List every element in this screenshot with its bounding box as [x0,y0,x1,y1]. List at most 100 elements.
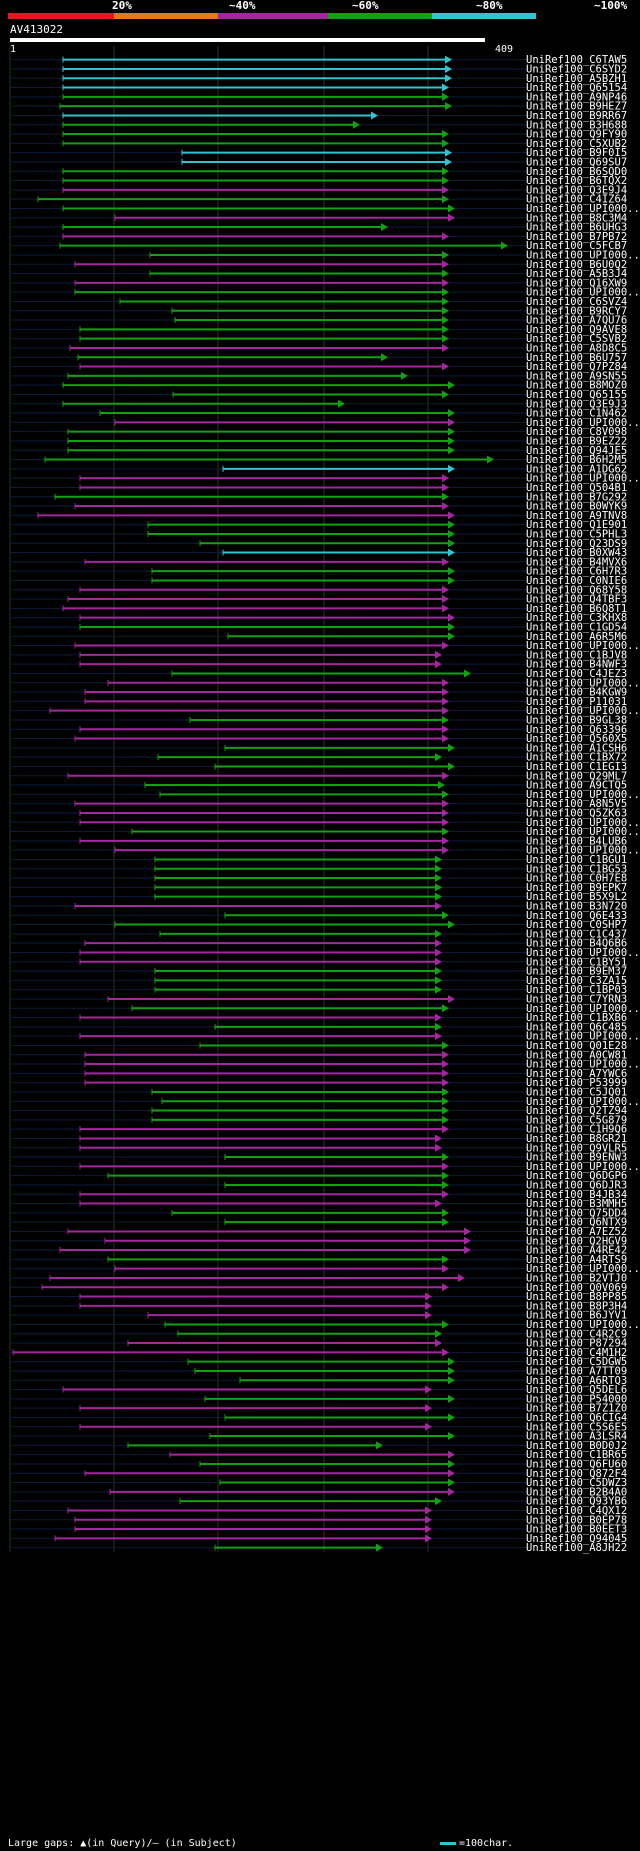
hit-row[interactable]: UniRef100_A5B3J4 [10,268,627,280]
hit-label[interactable]: UniRef100_C1H9Q6 [526,1124,627,1136]
hit-row[interactable]: UniRef100_Q6FU60 [10,1458,627,1470]
hit-row[interactable]: UniRef100_A9TNV8 [10,510,627,522]
hit-label[interactable]: UniRef100_UPI000.. [526,817,640,829]
hit-label[interactable]: UniRef100_A6R5M6 [526,631,627,643]
hit-label[interactable]: UniRef100_Q6DJR3 [526,1179,627,1191]
hit-label[interactable]: UniRef100_B3MMH5 [526,1198,627,1210]
hit-label[interactable]: UniRef100_B6U757 [526,352,627,364]
hit-row[interactable]: UniRef100_C1BX72 [10,752,627,764]
hit-label[interactable]: UniRef100_B6H2M5 [526,454,627,466]
hit-row[interactable]: UniRef100_B4LUB6 [10,835,627,847]
hit-row[interactable]: UniRef100_Q23DS9 [10,538,627,550]
hit-row[interactable]: UniRef100_C5DWZ3 [10,1477,627,1489]
hit-row[interactable]: UniRef100_B8P3H4 [10,1300,627,1312]
hit-label[interactable]: UniRef100_Q16XW9 [526,277,627,289]
hit-label[interactable]: UniRef100_A9CTQ5 [526,780,627,792]
hit-row[interactable]: UniRef100_Q94JE5 [10,445,627,457]
hit-row[interactable]: UniRef100_C3ZA15 [10,975,627,987]
hit-label[interactable]: UniRef100_Q872F4 [526,1468,627,1480]
hit-label[interactable]: UniRef100_B3N720 [526,900,627,912]
hit-label[interactable]: UniRef100_Q6E433 [526,910,627,922]
hit-row[interactable]: UniRef100_Q6E433 [10,910,627,922]
hit-row[interactable]: UniRef100_UPI000.. [10,249,640,261]
hit-label[interactable]: UniRef100_Q9VLR5 [526,1142,627,1154]
hit-label[interactable]: UniRef100_UPI000.. [526,1319,640,1331]
hit-label[interactable]: UniRef100_A7QU76 [526,315,627,327]
hit-label[interactable]: UniRef100_A9TNV8 [526,510,627,522]
hit-label[interactable]: UniRef100_P11031 [526,696,627,708]
hit-row[interactable]: UniRef100_Q68Y58 [10,584,627,596]
hit-row[interactable]: UniRef100_B8C3M4 [10,212,627,224]
hit-label[interactable]: UniRef100_C5SVB2 [526,333,627,345]
hit-label[interactable]: UniRef100_C5XUB2 [526,138,627,150]
hit-row[interactable]: UniRef100_B7Z1Z0 [10,1403,627,1415]
hit-row[interactable]: UniRef100_A1DG62 [10,463,627,475]
hit-row[interactable]: UniRef100_A9SN55 [10,370,627,382]
hit-label[interactable]: UniRef100_B0XW43 [526,547,627,559]
hit-row[interactable]: UniRef100_UPI000.. [10,789,640,801]
hit-label[interactable]: UniRef100_UPI000.. [526,947,640,959]
hit-label[interactable]: UniRef100_B4NWF3 [526,659,627,671]
hit-row[interactable]: UniRef100_B4KGW9 [10,687,627,699]
hit-label[interactable]: UniRef100_B7Z1Z0 [526,1403,627,1415]
hit-label[interactable]: UniRef100_UPI000.. [526,826,640,838]
hit-label[interactable]: UniRef100_B6U0Q2 [526,259,627,271]
hit-label[interactable]: UniRef100_A8D8C5 [526,342,627,354]
hit-row[interactable]: UniRef100_C1N462 [10,408,627,420]
hit-label[interactable]: UniRef100_A7EZ52 [526,1226,627,1238]
hit-row[interactable]: UniRef100_P11031 [10,696,627,708]
hit-row[interactable]: UniRef100_B6UHG3 [10,222,627,234]
hit-row[interactable]: UniRef100_A3LSR4 [10,1431,627,1443]
hit-label[interactable]: UniRef100_C5DGW5 [526,1356,627,1368]
hit-row[interactable]: UniRef100_UPI000.. [10,705,640,717]
hit-label[interactable]: UniRef100_B6JYV1 [526,1310,627,1322]
hit-row[interactable]: UniRef100_B4NWF3 [10,659,627,671]
hit-row[interactable]: UniRef100_UPI000.. [10,640,640,652]
hit-label[interactable]: UniRef100_B9HEZ7 [526,101,627,113]
hit-row[interactable]: UniRef100_Q6C485 [10,1021,627,1033]
hit-row[interactable]: UniRef100_UPI000.. [10,817,640,829]
hit-row[interactable]: UniRef100_A1CSH6 [10,742,627,754]
hit-label[interactable]: UniRef100_Q2TZ94 [526,1105,627,1117]
hit-label[interactable]: UniRef100_Q94JE5 [526,445,627,457]
hit-row[interactable]: UniRef100_C1GD54 [10,621,627,633]
hit-label[interactable]: UniRef100_Q65155 [526,389,627,401]
hit-label[interactable]: UniRef100_UPI000.. [526,203,640,215]
hit-label[interactable]: UniRef100_C4IZ64 [526,194,627,206]
hit-row[interactable]: UniRef100_B3N720 [10,900,627,912]
hit-label[interactable]: UniRef100_Q2HGV9 [526,1235,627,1247]
hit-row[interactable]: UniRef100_A7QU76 [10,315,627,327]
hit-label[interactable]: UniRef100_A6RTQ3 [526,1375,627,1387]
hit-row[interactable]: UniRef100_B6U0Q2 [10,259,627,271]
hit-row[interactable]: UniRef100_C5FCB7 [10,240,627,252]
hit-row[interactable]: UniRef100_Q94045 [10,1533,627,1545]
hit-label[interactable]: UniRef100_A4RE42 [526,1245,627,1257]
hit-label[interactable]: UniRef100_B8MOZ0 [526,380,627,392]
hit-label[interactable]: UniRef100_UPI000.. [526,1059,640,1071]
hit-label[interactable]: UniRef100_B8P3H4 [526,1300,627,1312]
hit-row[interactable]: UniRef100_C1BGU1 [10,854,627,866]
hit-label[interactable]: UniRef100_B4KGW9 [526,687,627,699]
hit-row[interactable]: UniRef100_B0EP78 [10,1514,627,1526]
hit-row[interactable]: UniRef100_C7YRN3 [10,993,627,1005]
hit-row[interactable]: UniRef100_C6TAW5 [10,54,627,66]
hit-row[interactable]: UniRef100_C6H7R3 [10,566,627,578]
hit-label[interactable]: UniRef100_Q6NTX9 [526,1217,627,1229]
hit-row[interactable]: UniRef100_B6H2M5 [10,454,627,466]
hit-label[interactable]: UniRef100_C1BXB6 [526,1012,627,1024]
hit-label[interactable]: UniRef100_C1BGU1 [526,854,627,866]
hit-label[interactable]: UniRef100_B0WYK9 [526,501,627,513]
hit-row[interactable]: UniRef100_P54000 [10,1393,627,1405]
hit-row[interactable]: UniRef100_B7PB72 [10,231,627,243]
hit-label[interactable]: UniRef100_C5DWZ3 [526,1477,627,1489]
hit-row[interactable]: UniRef100_UPI000.. [10,826,640,838]
hit-row[interactable]: UniRef100_B2B4A0 [10,1486,627,1498]
hit-label[interactable]: UniRef100_Q75DD4 [526,1207,627,1219]
hit-label[interactable]: UniRef100_C5PHL3 [526,528,627,540]
hit-row[interactable]: UniRef100_Q2TZ94 [10,1105,627,1117]
hit-row[interactable]: UniRef100_B0XW43 [10,547,627,559]
hit-label[interactable]: UniRef100_Q93YB6 [526,1496,627,1508]
hit-row[interactable]: UniRef100_Q5ZK63 [10,807,627,819]
hit-row[interactable]: UniRef100_B6SQD0 [10,166,627,178]
hit-label[interactable]: UniRef100_B4LUB6 [526,835,627,847]
